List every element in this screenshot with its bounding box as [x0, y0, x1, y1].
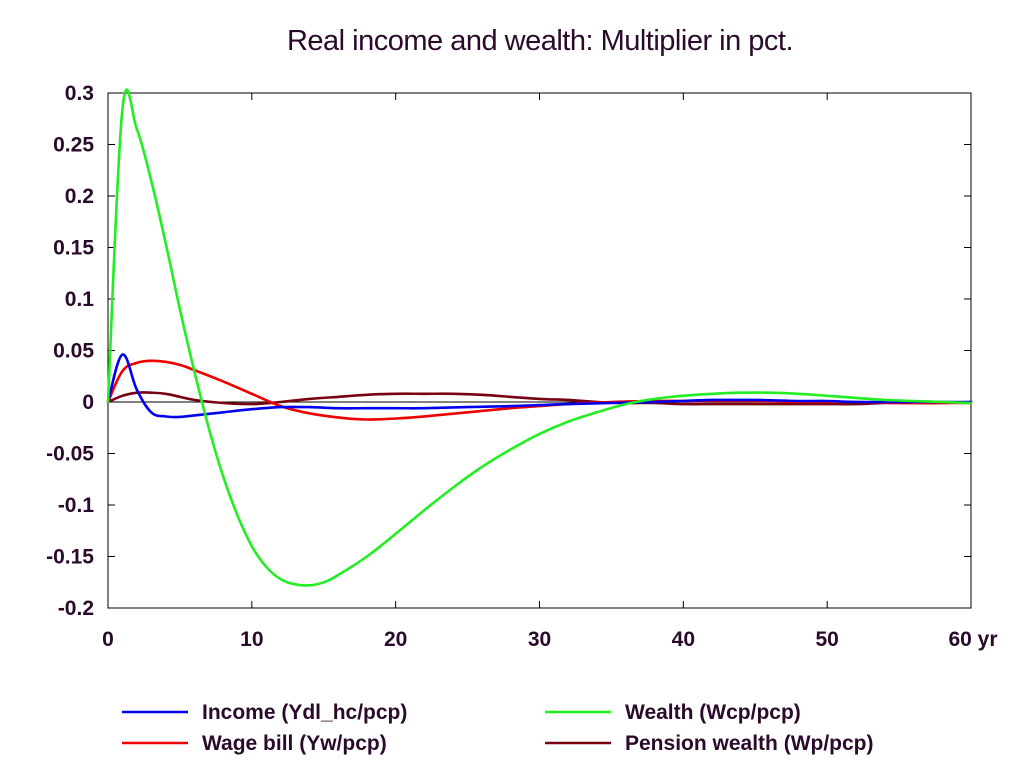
y-tick-label: 0.3: [65, 82, 94, 105]
x-tick-label: 50: [815, 628, 838, 651]
y-tick-label: -0.1: [58, 494, 95, 517]
y-tick-label: 0.05: [53, 340, 94, 363]
series-layer: [106, 88, 973, 587]
series-line-0: [106, 353, 973, 419]
x-tick-label: 10: [240, 628, 263, 651]
series-line-3: [106, 391, 973, 406]
y-tick-label: 0.2: [65, 185, 94, 208]
y-tick-label: 0.1: [65, 288, 95, 311]
y-tick-label: -0.15: [46, 546, 94, 569]
x-tick-label: 60 yr: [948, 628, 997, 651]
y-tick-label: 0.15: [53, 237, 94, 260]
legend-label: Wealth (Wcp/pcp): [625, 701, 801, 724]
x-tick-label: 20: [384, 628, 407, 651]
y-tick-label: 0.25: [53, 134, 94, 157]
plot-frame: [107, 92, 972, 609]
legend-label: Income (Ydl_hc/pcp): [202, 701, 407, 724]
y-tick-label: -0.2: [58, 597, 94, 620]
y-axis: 0.3 0.25 0.2 0.15 0.1 0.05 0 -0.05 -0.1 -0.15 -0.2: [46, 82, 971, 620]
chart-title: Real income and wealth: Multiplier in pc…: [287, 25, 793, 57]
y-tick-label: 0: [82, 391, 94, 414]
legend-label: Pension wealth (Wp/pcp): [625, 732, 874, 755]
legend-label: Wage bill (Yw/pcp): [202, 732, 387, 755]
y-tick-label: -0.05: [46, 443, 94, 466]
x-tick-label: 40: [672, 628, 695, 651]
x-tick-label: 0: [102, 628, 114, 651]
x-tick-label: 30: [528, 628, 551, 651]
legend: Income (Ydl_hc/pcp) Wage bill (Yw/pcp) Wea…: [122, 701, 874, 755]
series-line-2: [106, 88, 973, 587]
x-axis: 0 10 20 30 40 50 60 yr: [102, 93, 998, 651]
